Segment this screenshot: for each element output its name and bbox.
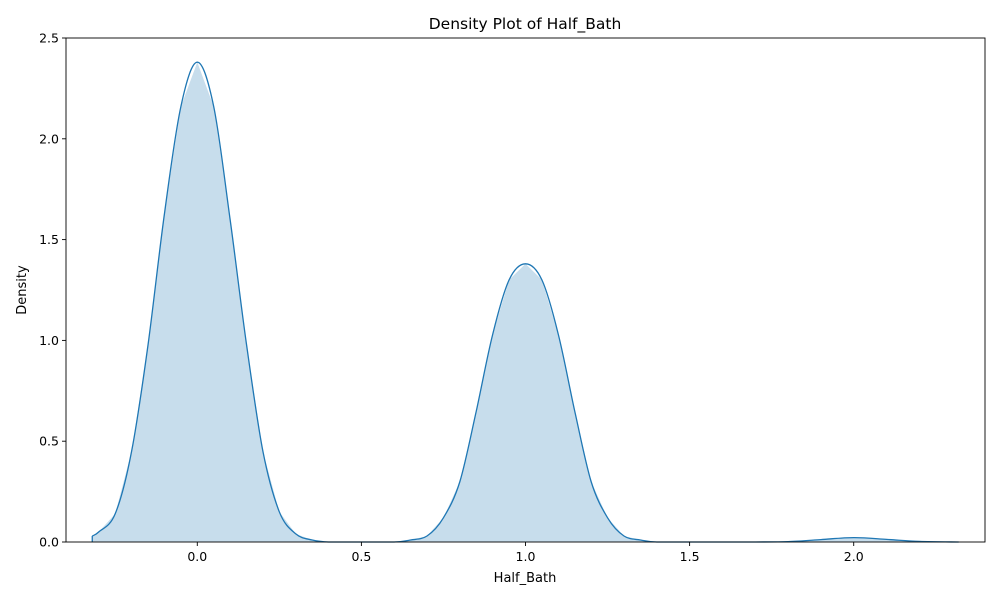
plot-area (91, 61, 959, 543)
x-tick-label: 2.0 (844, 549, 864, 564)
density-fill-area (92, 62, 959, 542)
x-tick-label: 0.5 (351, 549, 371, 564)
axes: 0.0 0.5 1.0 1.5 2.0 0.0 0.5 1.0 1.5 2.0 2.5 (39, 31, 986, 564)
y-tick-label: 0.5 (39, 434, 59, 449)
y-tick-label: 2.5 (39, 31, 59, 46)
x-tick-label: 1.0 (516, 549, 536, 564)
x-axis-label: Half_Bath (494, 571, 557, 586)
y-tick-label: 2.0 (39, 131, 59, 146)
x-tick-label: 0.0 (187, 549, 207, 564)
chart-title: Density Plot of Half_Bath (429, 15, 622, 34)
x-tick-label: 1.5 (680, 549, 700, 564)
y-tick-label: 1.0 (39, 333, 59, 348)
y-tick-label: 1.5 (39, 232, 59, 247)
y-axis-label: Density (15, 265, 30, 315)
y-tick-label: 0.0 (39, 535, 59, 550)
